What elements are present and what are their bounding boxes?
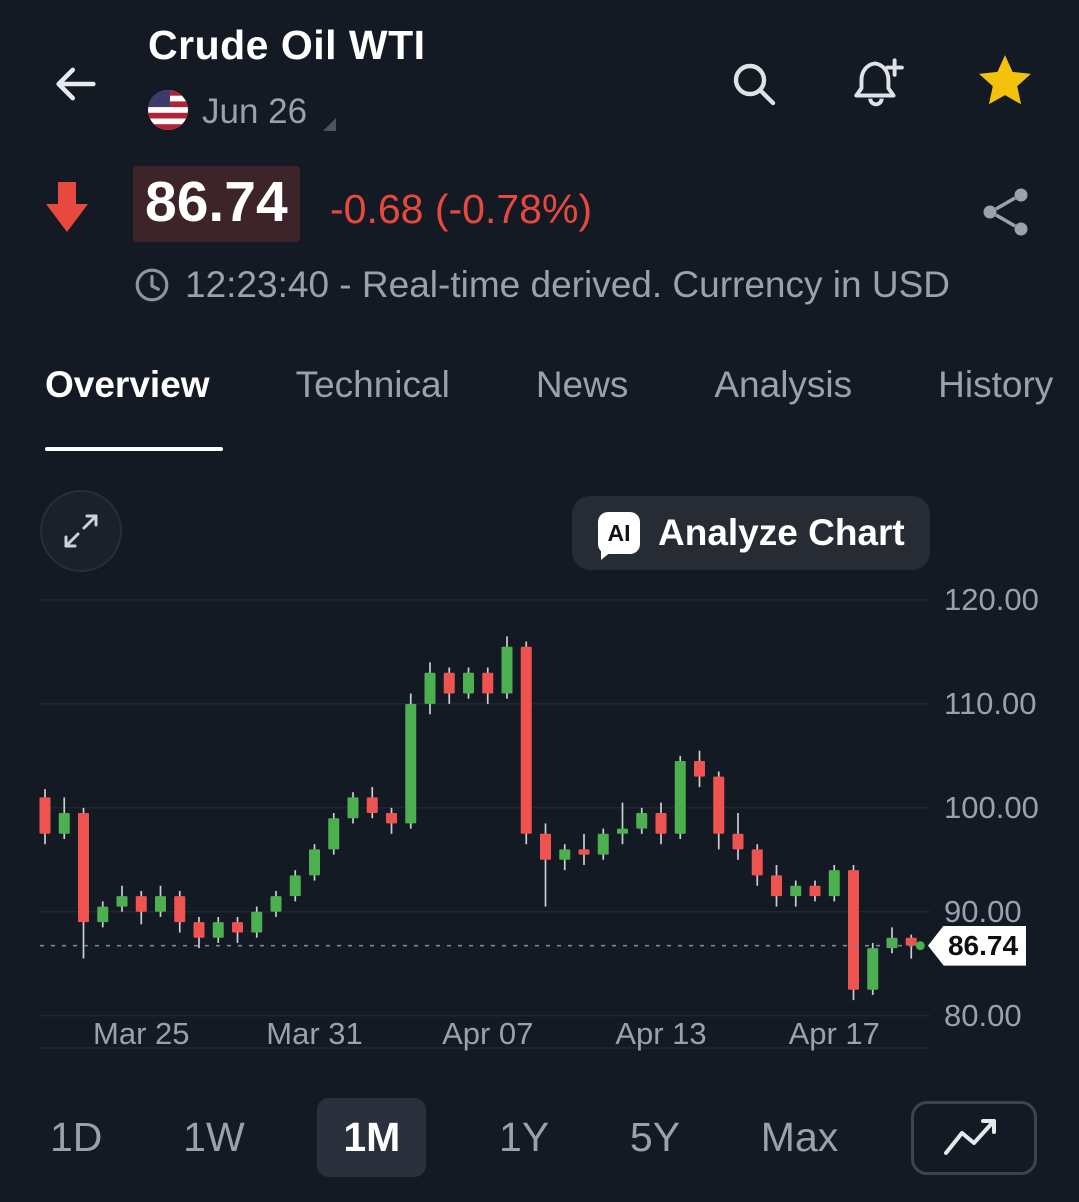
back-arrow-icon [56,67,96,101]
y-axis-label: 90.00 [944,893,1022,929]
chart-style-button[interactable] [910,1100,1037,1175]
tab-history[interactable]: History [938,364,1054,405]
candlestick-chart[interactable] [0,575,1079,1050]
analyze-chart-label: Analyze Chart [658,512,905,553]
y-axis-label: 110.00 [944,685,1037,721]
timeframe-5y[interactable]: 5Y [622,1098,688,1177]
x-axis-label: Mar 25 [93,1016,190,1051]
expand-chart-button[interactable] [40,490,122,572]
dropdown-caret-icon [323,118,337,131]
timeframe-bar: 1D 1W 1M 1Y 5Y Max [0,1098,1079,1177]
page-title: Crude Oil WTI [148,22,426,68]
x-axis-label: Apr 13 [615,1016,707,1051]
contract-date: Jun 26 [202,92,308,131]
ai-icon: AI [598,512,640,560]
alert-bell-icon [854,58,904,107]
x-axis-label: Apr 17 [788,1016,880,1051]
x-axis-label: Mar 31 [266,1016,363,1051]
back-button[interactable] [50,58,102,110]
favorite-button[interactable] [976,52,1034,110]
clock-icon [135,268,169,302]
favorite-star-icon [979,55,1031,105]
price-change: -0.68 (-0.78%) [330,186,593,232]
y-axis-label: 100.00 [944,789,1039,825]
search-icon [733,63,776,106]
price-down-arrow-icon [45,180,89,234]
tab-overview[interactable]: Overview [45,364,210,405]
share-icon [983,188,1028,236]
expand-icon [64,514,98,548]
x-axis-label: Apr 07 [442,1016,534,1051]
share-button[interactable] [980,186,1032,238]
tab-news[interactable]: News [535,364,629,405]
analyze-chart-button[interactable]: AI Analyze Chart [572,496,930,570]
quote-info-row: 12:23:40 - Real-time derived. Currency i… [133,264,950,306]
active-tab-underline [45,447,223,451]
us-flag-icon [148,90,188,130]
tab-analysis[interactable]: Analysis [714,364,853,405]
timeframe-1m[interactable]: 1M [317,1098,427,1177]
tab-technical[interactable]: Technical [295,364,450,405]
search-button[interactable] [726,56,782,112]
last-price: 86.74 [133,166,300,242]
y-axis-label: 120.00 [944,581,1039,617]
line-chart-icon [943,1118,996,1155]
timeframe-1d[interactable]: 1D [42,1098,110,1177]
tab-bar: Overview Technical News Analysis History [0,364,1079,434]
create-alert-button[interactable] [848,52,906,110]
contract-selector[interactable]: Jun 26 [148,90,337,134]
last-price-tag: 86.74 [928,925,1026,966]
y-axis-label: 80.00 [944,997,1022,1033]
quote-timestamp: 12:23:40 - Real-time derived. Currency i… [185,264,950,305]
timeframe-1w[interactable]: 1W [175,1098,253,1177]
timeframe-1y[interactable]: 1Y [491,1098,557,1177]
timeframe-max[interactable]: Max [753,1098,846,1177]
